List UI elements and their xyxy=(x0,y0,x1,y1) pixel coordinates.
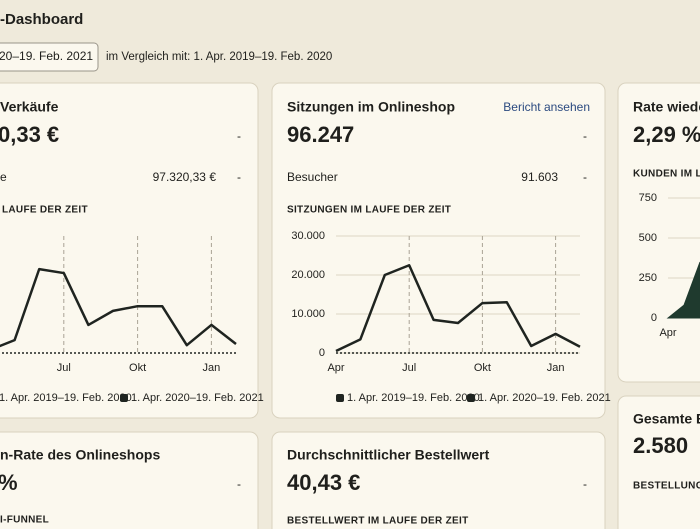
card-title: Gesamte Be xyxy=(633,411,700,427)
sub-value: 91.603 xyxy=(521,170,558,184)
sub-label: e xyxy=(0,170,7,184)
legend-label: 1. Apr. 2019–19. Feb. 2020 xyxy=(347,392,480,404)
card-title: Rate wieder xyxy=(633,99,700,115)
card xyxy=(617,395,700,529)
card xyxy=(0,431,259,529)
line xyxy=(335,264,581,353)
chart-title: BESTELLWERT IM LAUFE DER ZEIT xyxy=(287,516,468,527)
y-tick-label: 30.000 xyxy=(291,230,325,242)
x-tick-label: Okt xyxy=(129,362,146,374)
card-title: n-Rate des Onlineshops xyxy=(0,447,160,463)
x-tick-label: Jul xyxy=(57,362,71,374)
x-tick-label: Apr xyxy=(659,327,676,339)
y-tick-label: 20.000 xyxy=(291,269,325,281)
comparison: im Vergleich mit: 1. Apr. 2019–19. Feb. … xyxy=(106,51,332,63)
chart-title: LAUFE DER ZEIT xyxy=(2,205,88,216)
y-tick-label: 0 xyxy=(319,347,325,359)
chart-title: KUNDEN IM LA xyxy=(633,169,700,180)
card-title: Sitzungen im Onlineshop xyxy=(287,99,455,115)
y-tick-label: 0 xyxy=(651,312,657,324)
change: - xyxy=(237,477,241,491)
date-button[interactable] xyxy=(0,42,99,72)
sub-value: 97.320,33 € xyxy=(153,170,217,184)
chart-title: BESTELLUNGEN xyxy=(633,481,700,492)
x-tick-label: Jan xyxy=(547,362,565,374)
card-title: Durchschnittlicher Bestellwert xyxy=(287,447,490,463)
area xyxy=(666,261,700,319)
chart-title: I-FUNNEL xyxy=(0,515,49,526)
change: - xyxy=(583,477,587,491)
change: - xyxy=(237,129,241,143)
card xyxy=(617,82,700,383)
card xyxy=(0,82,259,419)
card xyxy=(271,82,606,419)
y-tick-label: 10.000 xyxy=(291,308,325,320)
page-title: -Dashboard xyxy=(0,11,83,28)
y-tick-label: 250 xyxy=(639,272,657,284)
y-tick-label: 500 xyxy=(639,232,657,244)
x-tick-label: Jan xyxy=(203,362,221,374)
sub-change: - xyxy=(237,170,241,184)
chart-title: SITZUNGEN IM LAUFE DER ZEIT xyxy=(287,205,451,216)
y-tick-label: 750 xyxy=(639,192,657,204)
legend-swatch xyxy=(336,394,344,402)
x-tick-label: Apr xyxy=(327,362,344,374)
legend-swatch xyxy=(120,394,128,402)
report-link[interactable]: Bericht ansehen xyxy=(503,100,590,114)
card-value: 0,33 € xyxy=(0,122,59,147)
card xyxy=(271,431,606,529)
card-value: % xyxy=(0,470,18,495)
sub-label: Besucher xyxy=(287,170,338,184)
legend-swatch xyxy=(467,394,475,402)
x-tick-label: Jul xyxy=(402,362,416,374)
sub-change: - xyxy=(583,170,587,184)
card-value: 40,43 € xyxy=(287,470,360,495)
x-tick-label: Okt xyxy=(474,362,491,374)
card-title: Verkäufe xyxy=(0,99,59,115)
change: - xyxy=(583,129,587,143)
card-value: 2,29 % xyxy=(633,122,700,147)
date-range[interactable]: 20–19. Feb. 2021 xyxy=(0,49,93,63)
card-value: 96.247 xyxy=(287,122,354,147)
line xyxy=(0,267,237,348)
legend-label: 1. Apr. 2020–19. Feb. 2021 xyxy=(131,392,264,404)
legend-label: 1. Apr. 2020–19. Feb. 2021 xyxy=(478,392,611,404)
legend-label: 1. Apr. 2019–19. Feb. 2020 xyxy=(0,392,132,404)
card-value: 2.580 xyxy=(633,433,688,458)
